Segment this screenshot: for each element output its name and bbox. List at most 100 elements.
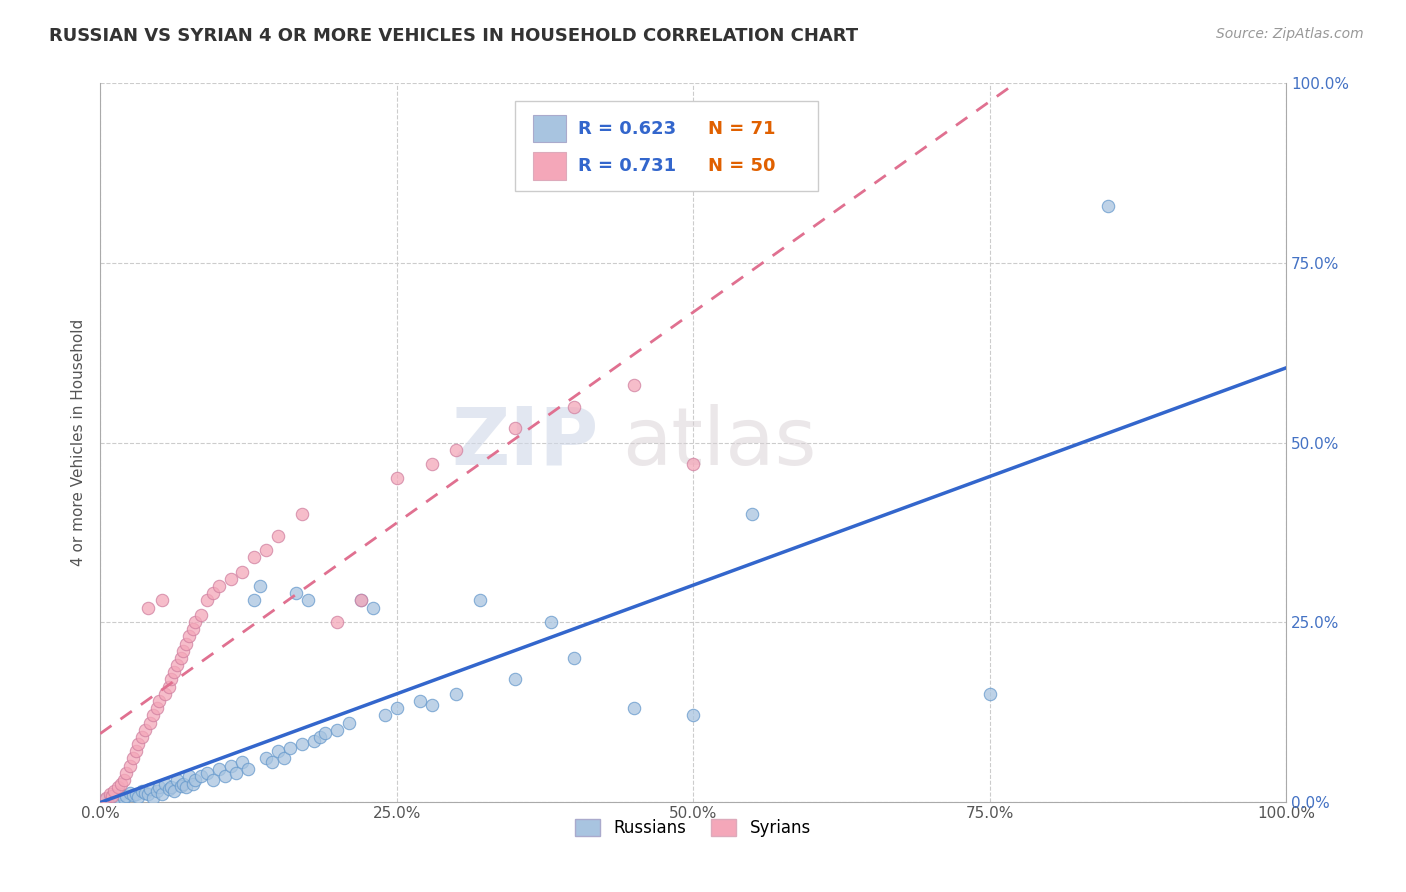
Point <box>254 543 277 558</box>
Point <box>148 780 170 795</box>
Point <box>208 762 231 776</box>
Point <box>122 788 145 802</box>
Point <box>142 708 165 723</box>
Point <box>157 781 180 796</box>
Point <box>225 765 247 780</box>
Point <box>564 651 586 665</box>
Point <box>214 769 236 783</box>
FancyBboxPatch shape <box>533 115 567 143</box>
Y-axis label: 4 or more Vehicles in Household: 4 or more Vehicles in Household <box>72 318 86 566</box>
Point <box>564 400 586 414</box>
Point <box>267 744 290 758</box>
Point <box>273 751 295 765</box>
Point <box>302 733 325 747</box>
Text: ZIP: ZIP <box>451 403 598 482</box>
Point <box>146 701 169 715</box>
Point <box>112 772 135 787</box>
Point <box>385 701 408 715</box>
Point <box>195 765 218 780</box>
Point <box>98 788 121 802</box>
Point <box>177 629 200 643</box>
Point <box>139 715 162 730</box>
Point <box>184 615 207 629</box>
Point <box>118 786 141 800</box>
Point <box>979 687 1001 701</box>
Legend: Russians, Syrians: Russians, Syrians <box>568 812 818 844</box>
Point <box>146 784 169 798</box>
Point <box>166 658 188 673</box>
Point <box>337 715 360 730</box>
Point <box>148 694 170 708</box>
Point <box>262 755 284 769</box>
Point <box>98 791 121 805</box>
Point <box>174 637 197 651</box>
Point <box>122 751 145 765</box>
Point <box>177 769 200 783</box>
Point <box>134 723 156 737</box>
Text: N = 71: N = 71 <box>709 120 776 137</box>
Text: atlas: atlas <box>621 403 817 482</box>
Point <box>170 779 193 793</box>
Point <box>150 593 173 607</box>
Point <box>155 687 177 701</box>
Point <box>112 791 135 805</box>
Point <box>278 740 301 755</box>
Point <box>682 457 704 471</box>
Point <box>231 565 253 579</box>
Point <box>267 529 290 543</box>
FancyBboxPatch shape <box>533 153 567 179</box>
Point <box>139 781 162 796</box>
Point <box>118 758 141 772</box>
Point <box>682 708 704 723</box>
Point <box>326 615 349 629</box>
Point <box>127 789 149 804</box>
Point <box>284 586 307 600</box>
Point <box>101 789 124 803</box>
Point <box>444 442 467 457</box>
Text: N = 50: N = 50 <box>709 157 776 175</box>
Point <box>136 600 159 615</box>
Point <box>107 780 129 795</box>
Point <box>181 622 204 636</box>
Point <box>107 790 129 805</box>
Text: R = 0.623: R = 0.623 <box>578 120 676 137</box>
Point <box>170 651 193 665</box>
Point <box>219 758 242 772</box>
Point <box>125 788 148 802</box>
Point <box>131 730 153 744</box>
Point <box>420 457 443 471</box>
Point <box>150 788 173 802</box>
Point <box>361 600 384 615</box>
Point <box>201 586 224 600</box>
Point <box>314 726 336 740</box>
Point <box>142 791 165 805</box>
Point <box>94 792 117 806</box>
Point <box>409 694 432 708</box>
Point <box>249 579 271 593</box>
Point <box>374 708 396 723</box>
Point <box>231 755 253 769</box>
Point <box>623 378 645 392</box>
Point <box>623 701 645 715</box>
Point <box>326 723 349 737</box>
Point <box>181 776 204 790</box>
Point <box>125 744 148 758</box>
Point <box>115 789 138 803</box>
Point <box>1097 198 1119 212</box>
Point <box>166 772 188 787</box>
Point <box>201 772 224 787</box>
Point <box>243 550 266 565</box>
Point <box>103 791 125 805</box>
Point <box>350 593 373 607</box>
Point <box>741 508 763 522</box>
Point <box>160 780 183 795</box>
Point <box>160 673 183 687</box>
Point <box>163 665 186 680</box>
Point <box>238 762 260 776</box>
Point <box>219 572 242 586</box>
Point <box>163 784 186 798</box>
Point <box>503 673 526 687</box>
Point <box>134 786 156 800</box>
Point <box>110 776 132 790</box>
Point <box>503 421 526 435</box>
